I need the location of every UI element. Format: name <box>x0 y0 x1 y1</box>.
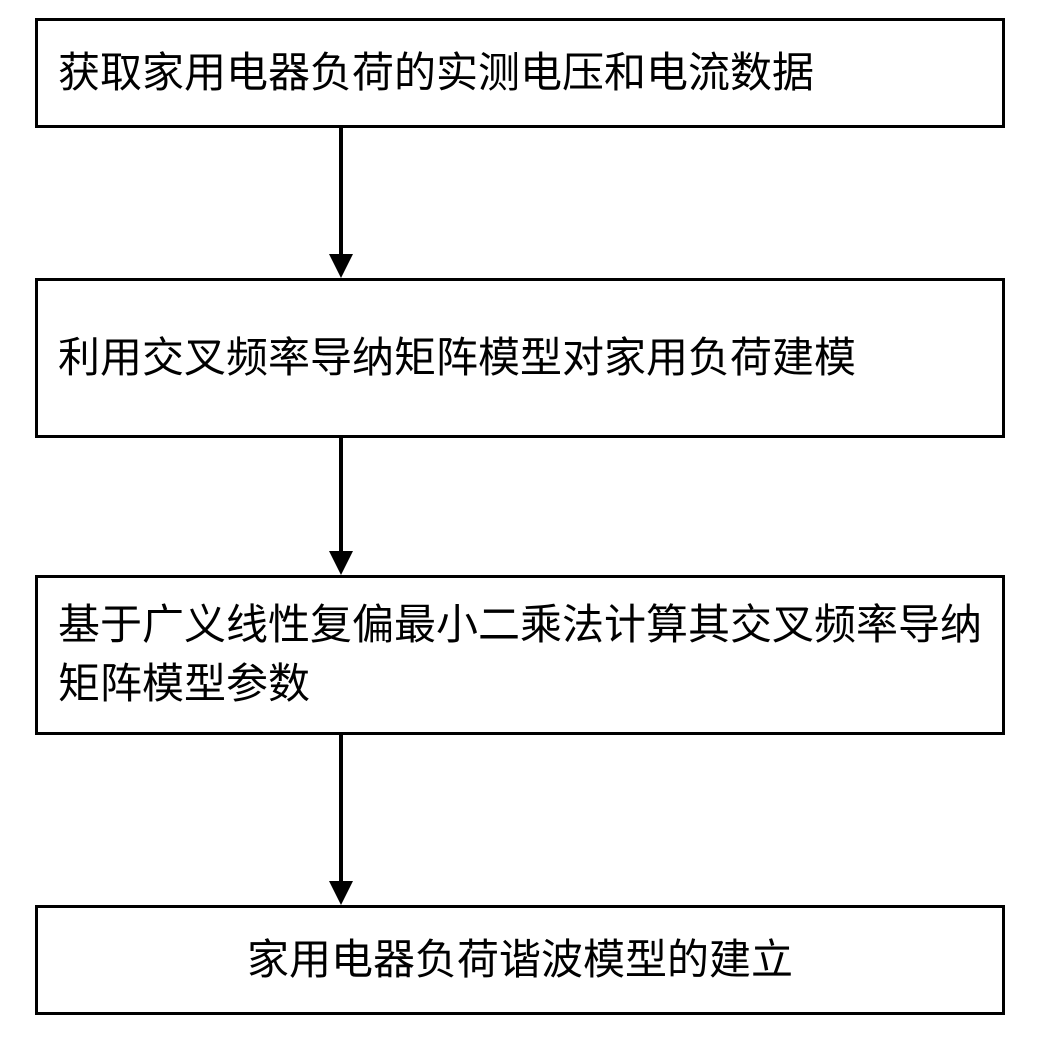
flow-box-1: 获取家用电器负荷的实测电压和电流数据 <box>35 18 1005 128</box>
arrow-2-head <box>329 551 353 575</box>
flow-box-2-text: 利用交叉频率导纳矩阵模型对家用负荷建模 <box>58 329 982 388</box>
flow-box-3-text: 基于广义线性复偏最小二乘法计算其交叉频率导纳矩阵模型参数 <box>58 596 982 714</box>
flow-box-4: 家用电器负荷谐波模型的建立 <box>35 905 1005 1015</box>
arrow-3-line <box>339 735 343 883</box>
arrow-1-line <box>339 128 343 256</box>
arrow-3-head <box>329 881 353 905</box>
flow-box-2: 利用交叉频率导纳矩阵模型对家用负荷建模 <box>35 278 1005 438</box>
arrow-1-head <box>329 254 353 278</box>
flow-box-4-text: 家用电器负荷谐波模型的建立 <box>58 931 982 990</box>
flowchart-container: 获取家用电器负荷的实测电压和电流数据 利用交叉频率导纳矩阵模型对家用负荷建模 基… <box>0 0 1041 1063</box>
arrow-2-line <box>339 438 343 553</box>
flow-box-1-text: 获取家用电器负荷的实测电压和电流数据 <box>58 44 982 103</box>
flow-box-3: 基于广义线性复偏最小二乘法计算其交叉频率导纳矩阵模型参数 <box>35 575 1005 735</box>
